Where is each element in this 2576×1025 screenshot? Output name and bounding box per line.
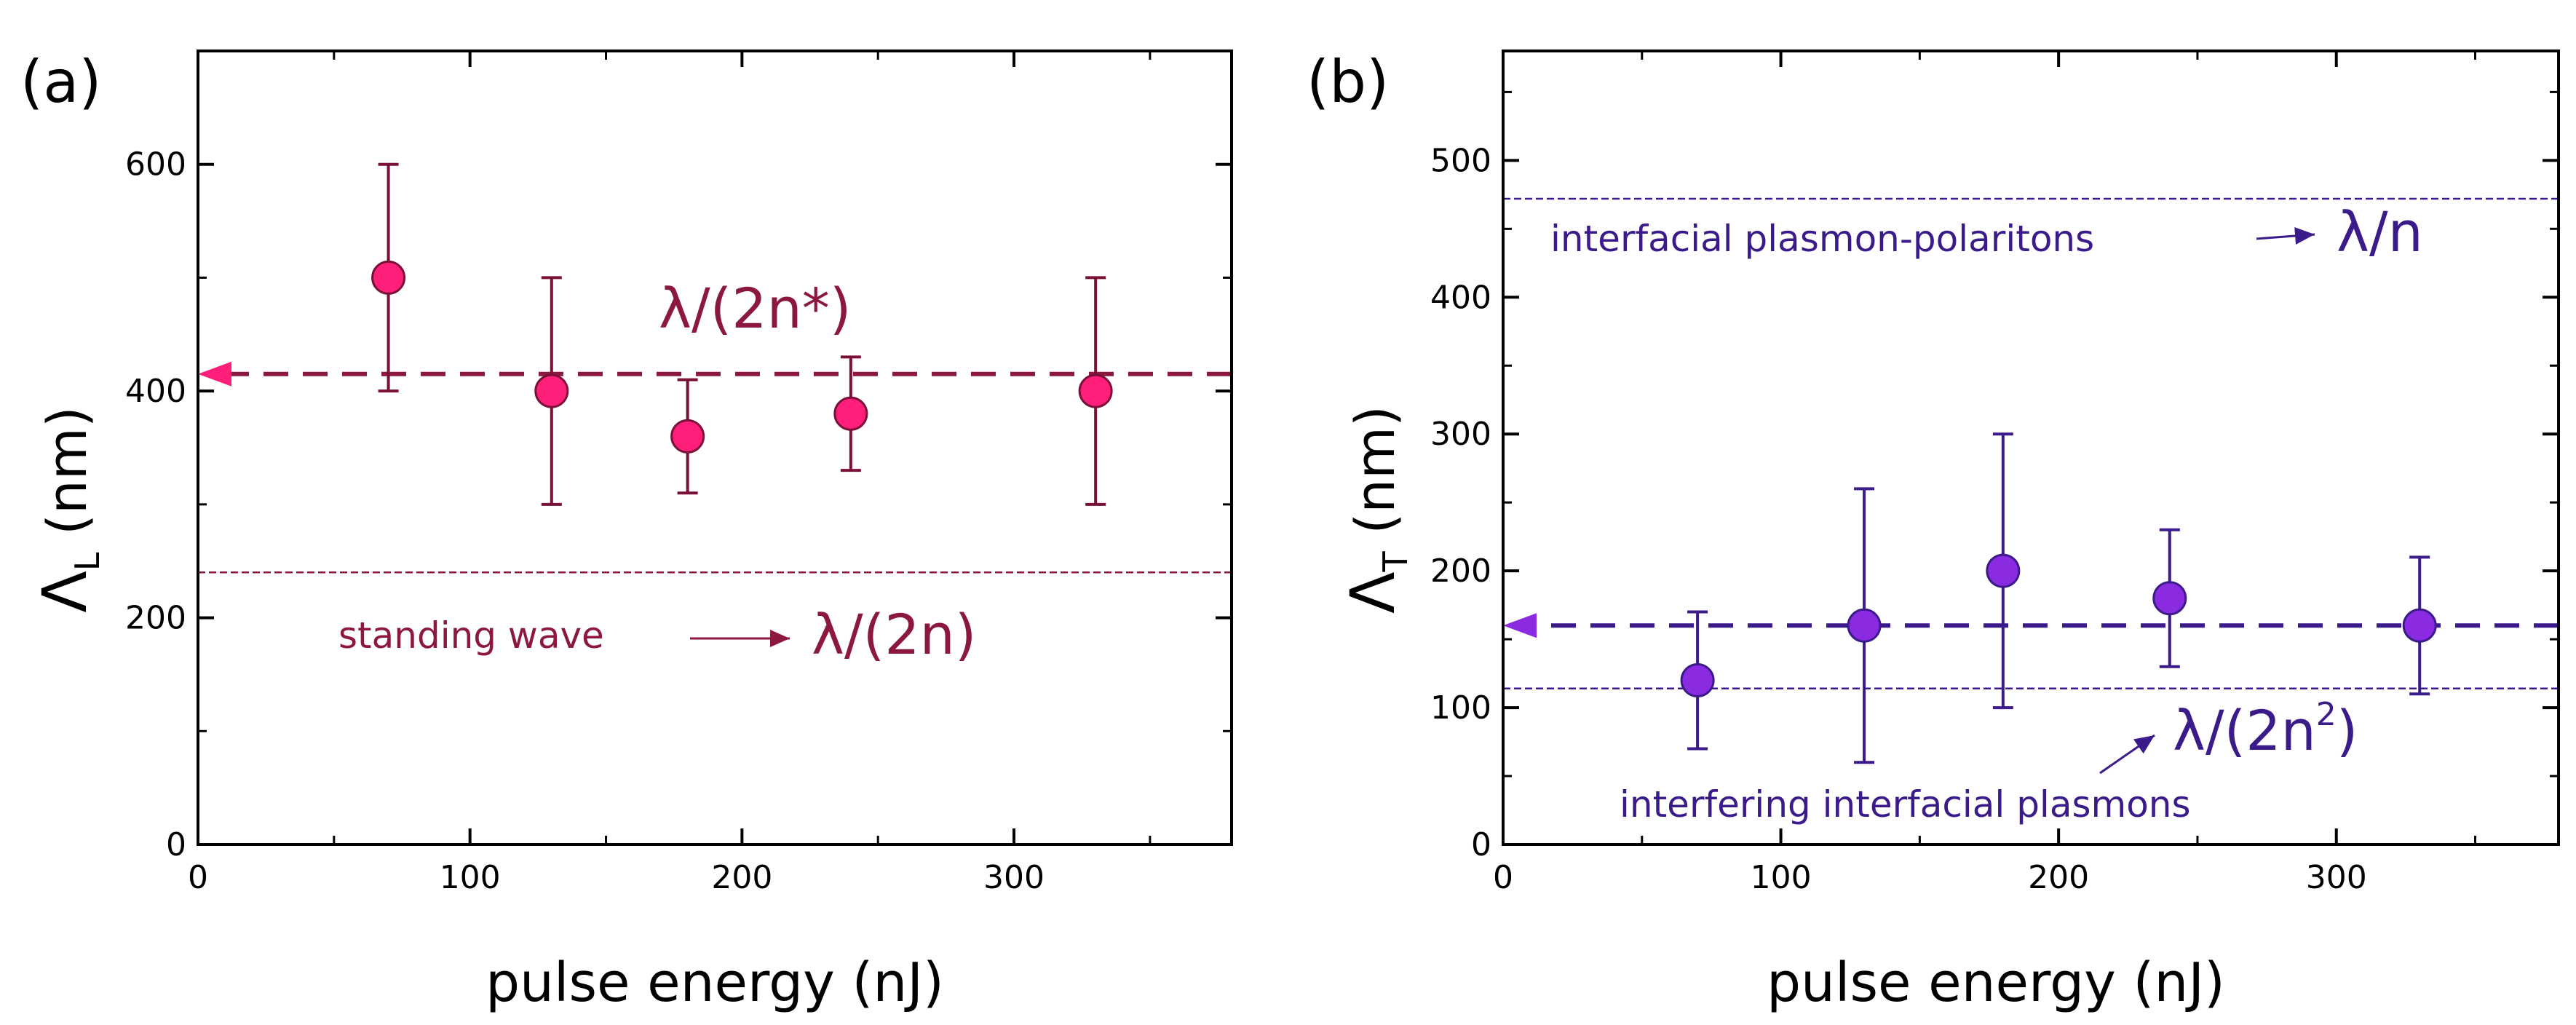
data-point	[670, 419, 705, 454]
panel-a-annotation-standing-wave: standing wave	[338, 614, 604, 657]
panel-b: (b) ΛT (nm) pulse energy (nJ) 0 100 200 300…	[1307, 48, 2560, 1014]
data-point	[371, 260, 406, 295]
panel-b-data-marks	[1680, 432, 2437, 764]
panel-b-annotation-ipp: interfacial plasmon-polaritons	[1550, 218, 2094, 260]
panel-b-annotation-ipp-arrow	[2256, 227, 2315, 245]
panel-b-annotation-iip: interfering interfacial plasmons	[1620, 783, 2191, 826]
data-point	[2152, 581, 2187, 616]
panel-b-title-y: ΛT (nm)	[1337, 405, 1415, 614]
panel-a-annotation-formula: λ/(2n)	[812, 602, 976, 667]
panel-a-ylabel-lambda: Λ	[29, 571, 100, 612]
data-point	[833, 396, 868, 431]
panel-a-xlabel: pulse energy (nJ)	[486, 951, 944, 1014]
panel-a-ylabel-unit: (nm)	[36, 406, 99, 552]
y-tick-label: 300	[1430, 416, 1491, 453]
data-point	[1078, 373, 1113, 408]
panel-a-label: (a)	[20, 48, 101, 116]
panel-b-annotation-iip-arrow	[2099, 734, 2155, 775]
x-tick-label: 200	[711, 859, 772, 896]
y-tick-label: 600	[125, 146, 186, 183]
panel-b-annotation-iip-formula-main: λ/(2n	[2173, 698, 2316, 763]
panel-a-annotation-n-star: λ/(2n*)	[659, 276, 851, 341]
x-tick-label: 0	[1493, 859, 1513, 896]
data-point	[1847, 608, 1882, 643]
y-tick-label: 200	[125, 600, 186, 637]
panel-a-ylabel: ΛL (nm)	[29, 406, 107, 612]
panel-b-annotation-iip-formula-sup: 2	[2316, 696, 2337, 733]
y-tick-label: 500	[1430, 142, 1491, 179]
panel-b-reference-lines	[1503, 197, 2559, 690]
x-tick-label: 200	[2028, 859, 2089, 896]
panel-a-ylabel-sub: L	[68, 552, 107, 571]
data-point	[534, 373, 569, 408]
panel-b-label: (b)	[1307, 48, 1389, 116]
panel-b-ticks: 0 100 200 300 0 100 200 300 400 500	[1430, 51, 2559, 896]
reference-line-arrowhead	[1503, 613, 1537, 638]
panel-a-reference-lines	[198, 361, 1232, 574]
panel-b-annotation-ipp-formula: λ/n	[2337, 199, 2423, 264]
y-tick-label: 400	[125, 373, 186, 410]
panel-b-ylabel-unit: (nm)	[1344, 405, 1407, 551]
panel-b-annotation-iip-formula: λ/(2n2)	[2173, 696, 2358, 763]
data-point	[2402, 608, 2437, 643]
y-tick-label: 400	[1430, 279, 1491, 316]
y-tick-label: 100	[1430, 689, 1491, 727]
x-tick-label: 300	[983, 859, 1045, 896]
reference-line-arrowhead	[198, 361, 231, 387]
y-tick-label: 0	[1471, 826, 1491, 863]
panel-a: (a) ΛL (nm) pulse energy (nJ) 0 100 200 300…	[20, 48, 1233, 1014]
x-tick-label: 100	[440, 859, 501, 896]
x-tick-label: 100	[1751, 859, 1812, 896]
x-tick-label: 0	[188, 859, 208, 896]
panel-a-title-y: ΛL (nm)	[29, 406, 107, 612]
panel-b-ylabel: ΛT (nm)	[1337, 405, 1415, 614]
panel-b-ylabel-lambda: Λ	[1337, 571, 1408, 613]
panel-b-ylabel-sub: T	[1376, 550, 1415, 572]
panel-b-plot-frame	[1502, 50, 2560, 846]
panel-b-xlabel: pulse energy (nJ)	[1767, 951, 2225, 1014]
panel-b-annotation-iip-formula-end: )	[2337, 698, 2358, 763]
data-point	[1986, 553, 2021, 588]
panel-a-data-marks	[371, 162, 1113, 506]
panel-a-ticks: 0 100 200 300 0 200 400 600	[125, 51, 1232, 896]
panel-a-plot-frame	[197, 50, 1233, 846]
y-tick-label: 200	[1430, 553, 1491, 590]
y-tick-label: 0	[166, 826, 186, 863]
x-tick-label: 300	[2306, 859, 2367, 896]
data-point	[1680, 662, 1715, 697]
